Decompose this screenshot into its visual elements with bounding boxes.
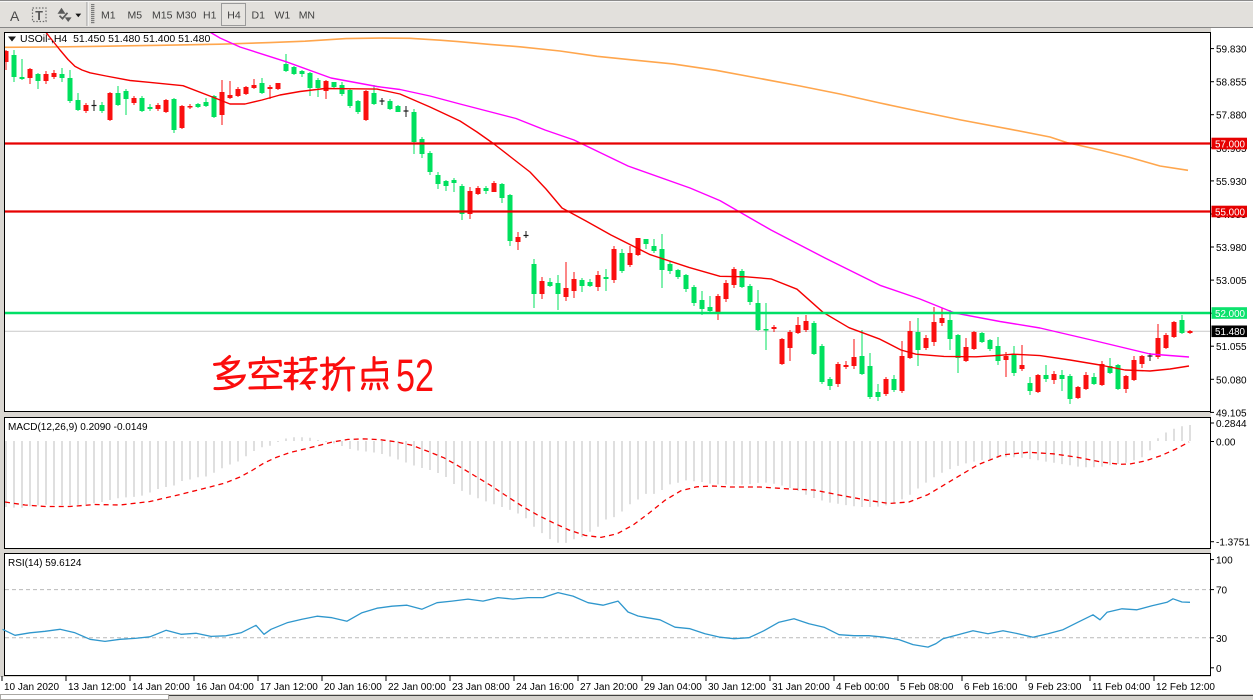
- svg-text:0.2844: 0.2844: [1216, 419, 1247, 430]
- svg-text:51.480: 51.480: [1215, 327, 1245, 338]
- svg-text:55.000: 55.000: [1215, 207, 1245, 218]
- svg-text:24 Jan 16:00: 24 Jan 16:00: [516, 682, 574, 693]
- svg-text:M5: M5: [128, 10, 143, 22]
- svg-text:10 Jan 2020: 10 Jan 2020: [4, 682, 59, 693]
- svg-text:57.880: 57.880: [1216, 111, 1247, 122]
- svg-text:-1.3751: -1.3751: [1216, 538, 1250, 549]
- svg-text:52.000: 52.000: [1215, 309, 1245, 320]
- svg-text:M1: M1: [101, 10, 116, 22]
- svg-text:13 Jan 12:00: 13 Jan 12:00: [68, 682, 126, 693]
- svg-text:0.00: 0.00: [1216, 438, 1236, 449]
- svg-text:59.830: 59.830: [1216, 45, 1247, 56]
- svg-text:12 Feb 12:00: 12 Feb 12:00: [1156, 682, 1215, 693]
- svg-text:100: 100: [1216, 556, 1233, 567]
- svg-text:H1: H1: [203, 10, 217, 22]
- svg-text:0: 0: [1216, 664, 1222, 675]
- svg-text:9 Feb 23:00: 9 Feb 23:00: [1028, 682, 1082, 693]
- svg-text:W1: W1: [275, 10, 291, 22]
- svg-text:52: 52: [396, 350, 434, 401]
- svg-text:31 Jan 20:00: 31 Jan 20:00: [772, 682, 830, 693]
- svg-text:5 Feb 08:00: 5 Feb 08:00: [900, 682, 954, 693]
- svg-text:50.080: 50.080: [1216, 375, 1247, 386]
- svg-text:M15: M15: [152, 10, 173, 22]
- svg-text:14 Jan 20:00: 14 Jan 20:00: [132, 682, 190, 693]
- svg-text:30: 30: [1216, 634, 1228, 645]
- svg-text:20 Jan 16:00: 20 Jan 16:00: [324, 682, 382, 693]
- svg-text:6 Feb 16:00: 6 Feb 16:00: [964, 682, 1018, 693]
- svg-text:49.105: 49.105: [1216, 408, 1247, 419]
- svg-text:D1: D1: [252, 10, 266, 22]
- svg-text:MN: MN: [299, 10, 315, 22]
- svg-text:4 Feb 00:00: 4 Feb 00:00: [836, 682, 890, 693]
- svg-text:29 Jan 04:00: 29 Jan 04:00: [644, 682, 702, 693]
- svg-text:53.005: 53.005: [1216, 276, 1247, 287]
- svg-text:51.055: 51.055: [1216, 342, 1247, 353]
- svg-text:H4: H4: [227, 10, 241, 22]
- svg-text:RSI(14) 59.6124: RSI(14) 59.6124: [8, 558, 82, 569]
- svg-text:70: 70: [1216, 586, 1228, 597]
- svg-text:22 Jan 00:00: 22 Jan 00:00: [388, 682, 446, 693]
- svg-text:T: T: [35, 9, 43, 23]
- svg-text:30 Jan 12:00: 30 Jan 12:00: [708, 682, 766, 693]
- svg-text:17 Jan 12:00: 17 Jan 12:00: [260, 682, 318, 693]
- svg-text:27 Jan 20:00: 27 Jan 20:00: [580, 682, 638, 693]
- svg-text:MACD(12,26,9) 0.2090 -0.0149: MACD(12,26,9) 0.2090 -0.0149: [8, 422, 148, 433]
- svg-text:55.930: 55.930: [1216, 177, 1247, 188]
- svg-text:23 Jan 08:00: 23 Jan 08:00: [452, 682, 510, 693]
- svg-text:57.000: 57.000: [1215, 139, 1245, 150]
- svg-text:USOil-,H4 51.450 51.480 51.40: USOil-,H4 51.450 51.480 51.400 51.480: [20, 33, 210, 45]
- svg-text:53.980: 53.980: [1216, 243, 1247, 254]
- svg-text:A: A: [10, 8, 20, 24]
- svg-text:16 Jan 04:00: 16 Jan 04:00: [196, 682, 254, 693]
- svg-text:11 Feb 04:00: 11 Feb 04:00: [1092, 682, 1151, 693]
- svg-text:M30: M30: [176, 10, 197, 22]
- svg-text:58.855: 58.855: [1216, 78, 1247, 89]
